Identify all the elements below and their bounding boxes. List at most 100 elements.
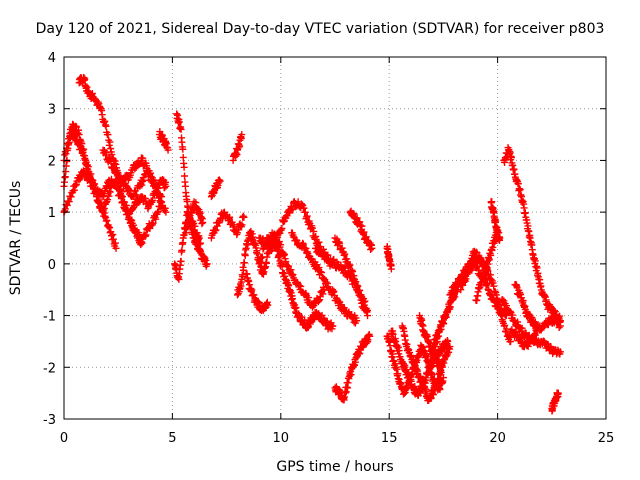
data-point [301, 208, 309, 216]
data-point [199, 218, 207, 226]
data-point [216, 177, 224, 185]
data-point [177, 125, 185, 133]
data-point [240, 266, 248, 274]
data-point [472, 255, 480, 263]
data-point [436, 375, 444, 383]
data-point [485, 256, 493, 264]
data-point [353, 317, 361, 325]
data-point [315, 264, 323, 272]
data-point [258, 253, 266, 261]
data-point [507, 337, 515, 345]
data-point [395, 347, 403, 355]
x-tick-label: 25 [598, 431, 615, 446]
data-point [349, 267, 357, 275]
y-tick-label: -3 [43, 413, 56, 428]
x-tick-labels: 0 5 10 15 20 25 [60, 431, 614, 446]
data-point [554, 389, 562, 397]
data-point [366, 332, 374, 340]
data-point [444, 337, 452, 345]
data-point [248, 230, 256, 238]
data-point [133, 191, 141, 199]
x-tick-label: 5 [168, 431, 176, 446]
data-point [308, 224, 316, 232]
data-point [238, 221, 246, 229]
data-point [142, 231, 150, 239]
y-tick-label: 3 [48, 103, 56, 118]
y-tick-label: 4 [48, 51, 56, 66]
data-point [446, 343, 454, 351]
x-tick-label: 10 [273, 431, 290, 446]
data-point [429, 391, 437, 399]
data-point [387, 265, 395, 273]
data-point [361, 297, 369, 305]
data-points [60, 74, 564, 415]
data-point [433, 338, 441, 346]
data-point [178, 246, 186, 254]
y-tick-label: 0 [48, 258, 56, 273]
data-point [262, 259, 270, 267]
data-point [411, 383, 419, 391]
data-point [277, 241, 285, 249]
data-point [368, 244, 376, 252]
data-point [81, 75, 89, 83]
data-point [462, 275, 470, 283]
data-point [488, 246, 496, 254]
data-point [446, 303, 454, 311]
data-point [179, 153, 187, 161]
data-point [197, 239, 205, 247]
data-point [203, 260, 211, 268]
data-point [303, 212, 311, 220]
data-point [336, 239, 344, 247]
y-axis-label: SDTVAR / TECUs [8, 181, 24, 296]
data-point [164, 146, 172, 154]
data-point [83, 161, 91, 169]
data-point [179, 145, 187, 153]
data-point [250, 291, 258, 299]
y-tick-label: 1 [48, 206, 56, 221]
data-point [353, 214, 361, 222]
data-point [245, 277, 253, 285]
data-point [364, 306, 372, 314]
data-point [319, 290, 327, 298]
data-point [110, 160, 118, 168]
y-tick-labels: -3 -2 -1 0 1 2 3 4 [43, 51, 56, 428]
data-point [340, 304, 348, 312]
data-point [478, 280, 486, 288]
data-point [162, 208, 170, 216]
data-point [114, 185, 122, 193]
data-point [483, 264, 491, 272]
data-point [278, 224, 286, 232]
x-tick-label: 0 [60, 431, 68, 446]
data-point [102, 122, 110, 130]
data-point [556, 322, 564, 330]
data-point [329, 322, 337, 330]
data-point [212, 226, 220, 234]
data-point [102, 149, 110, 157]
axis-ticks [63, 56, 607, 420]
data-point [312, 232, 320, 240]
y-tick-label: -1 [43, 310, 56, 325]
data-point [106, 138, 114, 146]
data-point [238, 131, 246, 139]
data-point [394, 343, 402, 351]
data-point [181, 172, 189, 180]
data-point [544, 321, 552, 329]
data-point [518, 324, 526, 332]
plot-frame [63, 56, 607, 420]
data-point [184, 223, 192, 231]
data-point [196, 209, 204, 217]
y-tick-label: -2 [43, 361, 56, 376]
data-point [264, 301, 272, 309]
data-point [315, 238, 323, 246]
data-point [403, 340, 411, 348]
data-point [240, 259, 248, 267]
data-point [139, 154, 147, 162]
data-point [175, 118, 183, 126]
data-point [112, 244, 120, 252]
data-point [181, 182, 189, 190]
data-point [451, 293, 459, 301]
data-point [306, 320, 314, 328]
data-point [177, 257, 185, 265]
